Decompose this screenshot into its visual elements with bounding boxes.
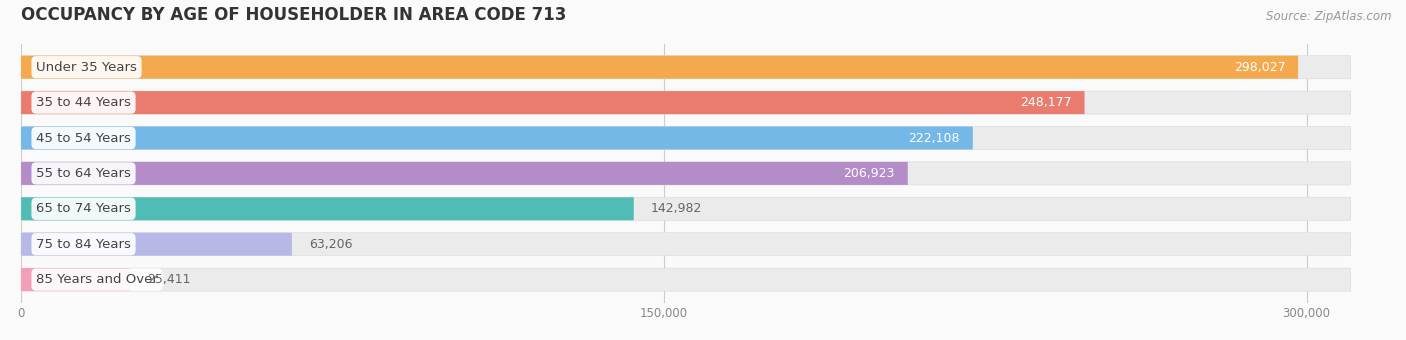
Text: 206,923: 206,923 xyxy=(844,167,894,180)
Text: Source: ZipAtlas.com: Source: ZipAtlas.com xyxy=(1267,10,1392,23)
FancyBboxPatch shape xyxy=(21,197,1351,220)
Text: OCCUPANCY BY AGE OF HOUSEHOLDER IN AREA CODE 713: OCCUPANCY BY AGE OF HOUSEHOLDER IN AREA … xyxy=(21,5,567,23)
Text: 35 to 44 Years: 35 to 44 Years xyxy=(37,96,131,109)
FancyBboxPatch shape xyxy=(21,126,973,150)
Text: Under 35 Years: Under 35 Years xyxy=(37,61,136,74)
FancyBboxPatch shape xyxy=(21,91,1084,114)
Text: 85 Years and Over: 85 Years and Over xyxy=(37,273,157,286)
Text: 75 to 84 Years: 75 to 84 Years xyxy=(37,238,131,251)
Text: 248,177: 248,177 xyxy=(1019,96,1071,109)
FancyBboxPatch shape xyxy=(21,162,908,185)
FancyBboxPatch shape xyxy=(21,162,1351,185)
Text: 142,982: 142,982 xyxy=(651,202,702,215)
Text: 25,411: 25,411 xyxy=(148,273,191,286)
FancyBboxPatch shape xyxy=(21,91,1351,114)
FancyBboxPatch shape xyxy=(21,268,129,291)
FancyBboxPatch shape xyxy=(21,126,1351,150)
Text: 65 to 74 Years: 65 to 74 Years xyxy=(37,202,131,215)
FancyBboxPatch shape xyxy=(21,268,1351,291)
FancyBboxPatch shape xyxy=(21,233,292,256)
FancyBboxPatch shape xyxy=(21,233,1351,256)
FancyBboxPatch shape xyxy=(21,56,1298,79)
Text: 45 to 54 Years: 45 to 54 Years xyxy=(37,132,131,144)
Text: 63,206: 63,206 xyxy=(309,238,353,251)
Text: 298,027: 298,027 xyxy=(1233,61,1285,74)
Text: 55 to 64 Years: 55 to 64 Years xyxy=(37,167,131,180)
Text: 222,108: 222,108 xyxy=(908,132,960,144)
FancyBboxPatch shape xyxy=(21,56,1351,79)
FancyBboxPatch shape xyxy=(21,197,634,220)
